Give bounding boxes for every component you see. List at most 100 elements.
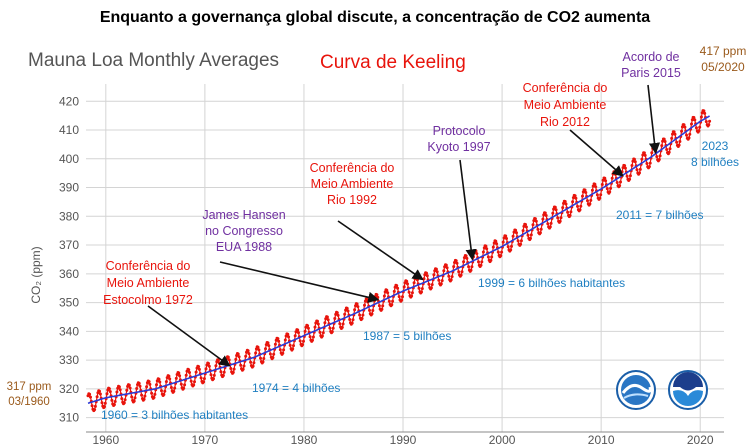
monthly-point: [93, 404, 97, 408]
monthly-point: [690, 122, 693, 126]
monthly-point: [311, 338, 314, 342]
monthly-point: [486, 255, 490, 259]
monthly-point: [539, 227, 543, 231]
monthly-point: [366, 300, 370, 304]
monthly-point: [296, 328, 300, 332]
monthly-point: [276, 337, 280, 341]
monthly-point: [511, 234, 515, 238]
monthly-point: [628, 174, 632, 178]
monthly-point: [292, 344, 295, 348]
monthly-point: [704, 120, 708, 124]
monthly-point: [633, 157, 636, 161]
y-tick-label: 410: [59, 123, 79, 137]
monthly-point: [356, 305, 360, 309]
monthly-point: [197, 367, 201, 371]
monthly-point: [680, 129, 684, 133]
x-tick-label: 2010: [588, 433, 615, 444]
monthly-point: [133, 396, 137, 400]
monthly-point: [633, 160, 637, 164]
monthly-point: [628, 177, 632, 181]
monthly-point: [688, 132, 692, 136]
monthly-point: [477, 260, 480, 264]
monthly-point: [153, 392, 157, 396]
monthly-point: [273, 342, 277, 346]
monthly-point: [328, 326, 332, 330]
monthly-point: [402, 285, 406, 289]
annotation-stockholm: Conferência do Meio Ambiente Estocolmo 197…: [103, 259, 193, 307]
monthly-point: [548, 225, 552, 229]
monthly-point: [407, 290, 411, 294]
monthly-point: [345, 306, 349, 310]
annotation-pop1960: 1960 = 3 bilhões habitantes: [101, 408, 248, 422]
monthly-point: [140, 393, 144, 397]
monthly-point: [118, 388, 122, 392]
monthly-point: [417, 286, 421, 290]
monthly-point: [375, 293, 379, 297]
monthly-point: [625, 174, 629, 178]
monthly-point: [184, 373, 188, 377]
monthly-point: [610, 176, 614, 180]
monthly-point: [108, 390, 112, 394]
monthly-point: [500, 250, 504, 254]
monthly-point: [496, 250, 500, 254]
monthly-point: [147, 380, 151, 384]
monthly-point: [202, 377, 206, 381]
monthly-point: [506, 245, 510, 249]
x-axis: 1960 1970 1980 1990 2000 2010 2020: [92, 433, 713, 444]
monthly-point: [152, 396, 156, 399]
monthly-point: [242, 364, 246, 368]
monthly-point: [658, 154, 662, 158]
monthly-point: [212, 373, 216, 377]
monthly-point: [600, 183, 604, 186]
monthly-point: [89, 395, 92, 399]
annotation-line: EUA 1988: [216, 240, 272, 254]
monthly-point: [325, 315, 329, 319]
monthly-point: [576, 204, 579, 208]
monthly-point: [277, 339, 281, 343]
monthly-point: [335, 311, 339, 315]
monthly-point: [231, 370, 235, 374]
x-tick-label: 2000: [489, 433, 516, 444]
monthly-point: [148, 382, 152, 386]
monthly-point: [445, 266, 449, 270]
monthly-point: [278, 348, 282, 352]
monthly-point: [143, 394, 147, 398]
monthly-point: [604, 179, 608, 183]
monthly-point: [377, 304, 381, 308]
monthly-point: [173, 386, 177, 390]
monthly-point: [392, 289, 396, 293]
annotation-line: 2023: [702, 139, 729, 153]
monthly-point: [533, 217, 537, 221]
monthly-point: [510, 244, 513, 248]
annotation-line: 1960 = 3 bilhões habitantes: [101, 408, 248, 422]
annotation-line: Meio Ambiente: [107, 276, 190, 290]
monthly-point: [182, 386, 186, 390]
monthly-point: [609, 186, 613, 190]
annotation-hansen: James Hansen no Congresso EUA 1988: [202, 208, 285, 254]
monthly-point: [439, 282, 443, 286]
monthly-point: [509, 248, 513, 252]
monthly-point: [405, 279, 409, 283]
monthly-point: [227, 358, 231, 362]
monthly-point: [670, 136, 674, 140]
monthly-point: [595, 193, 599, 197]
monthly-point: [447, 274, 451, 278]
x-tick-label: 1980: [291, 433, 318, 444]
annotation-paris: Acordo de Paris 2015: [621, 50, 681, 80]
monthly-point: [708, 119, 712, 123]
monthly-point: [559, 216, 563, 220]
monthly-point: [667, 150, 671, 154]
headline: Enquanto a governança global discute, a …: [100, 9, 650, 26]
monthly-point: [680, 125, 684, 129]
annotation-arrow-rio1992: [337, 220, 424, 281]
monthly-point: [460, 270, 464, 274]
monthly-point: [390, 303, 394, 307]
monthly-point: [410, 291, 414, 295]
monthly-point: [113, 400, 117, 403]
monthly-point: [320, 334, 324, 338]
monthly-point: [214, 364, 218, 368]
monthly-point: [442, 269, 446, 273]
monthly-point: [541, 217, 545, 221]
monthly-point: [647, 165, 651, 169]
monthly-point: [605, 187, 609, 191]
